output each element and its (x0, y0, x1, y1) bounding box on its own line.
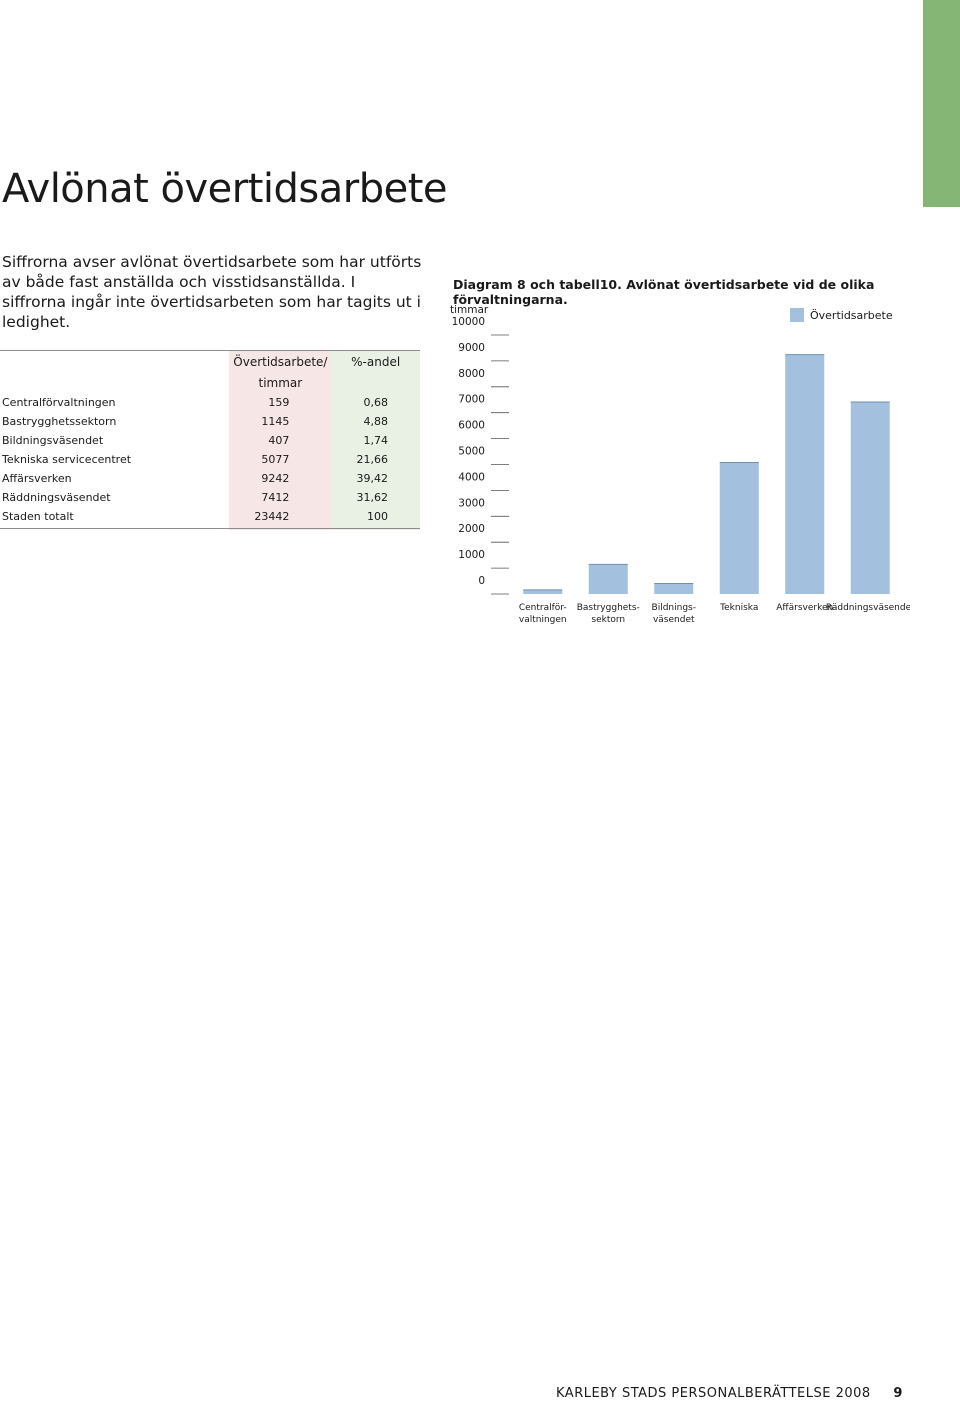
y-tick-label: 3000 (458, 497, 485, 509)
row-label: Staden totalt (2, 510, 74, 523)
row-label: Centralförvaltningen (2, 396, 116, 409)
row-hours: 407 (229, 431, 332, 450)
chart-bar (719, 462, 759, 594)
table-row: Affärsverken 9242 39,42 (0, 469, 420, 488)
row-hours: 5077 (229, 450, 332, 469)
row-percent: 0,68 (331, 393, 420, 412)
row-percent: 39,42 (331, 469, 420, 488)
x-category-label: Bastrygghets- (577, 603, 640, 613)
x-category-label: Affärsverken (776, 603, 833, 613)
table-total-row: Staden totalt 23442 100 (0, 507, 420, 530)
legend-label: Övertidsarbete (810, 309, 893, 322)
table-top-rule (0, 350, 420, 351)
chart-bar (850, 402, 890, 594)
legend-swatch (790, 308, 804, 322)
row-hours: 159 (229, 393, 332, 412)
y-axis-label: timmar (450, 304, 489, 316)
y-tick-label: 10000 (452, 316, 485, 328)
chart-bar (654, 583, 694, 594)
row-label: Bildningsväsendet (2, 434, 104, 447)
row-percent: 100 (331, 507, 420, 530)
header-hours-line2: timmar (229, 372, 332, 393)
row-label: Affärsverken (2, 472, 72, 485)
row-hours: 9242 (229, 469, 332, 488)
x-category-label: valtningen (519, 615, 567, 625)
y-tick-label: 8000 (458, 368, 485, 380)
table-row: Bildningsväsendet 407 1,74 (0, 431, 420, 450)
y-tick-label: 4000 (458, 471, 485, 483)
row-hours: 7412 (229, 488, 332, 507)
x-category-label: sektorn (591, 615, 625, 625)
table-row: Centralförvaltningen 159 0,68 (0, 393, 420, 412)
x-category-label: väsendet (653, 615, 695, 625)
row-percent: 21,66 (331, 450, 420, 469)
header-hours-line1: Övertidsarbete/ (229, 351, 332, 372)
section-tab (923, 0, 960, 207)
y-tick-label: 6000 (458, 420, 485, 432)
table-row: Räddningsväsendet 7412 31,62 (0, 488, 420, 507)
footer-text: KARLEBY STADS PERSONALBERÄTTELSE 2008 (556, 1386, 871, 1401)
page-title: Avlönat övertidsarbete (2, 166, 448, 212)
row-label: Tekniska servicecentret (2, 453, 132, 466)
y-tick-label: 9000 (458, 342, 485, 354)
y-tick-label: 7000 (458, 394, 485, 406)
row-label: Räddningsväsendet (2, 491, 111, 504)
overtime-table: Övertidsarbete/ %-andel timmar Centralfö… (0, 351, 420, 530)
row-hours: 23442 (229, 507, 332, 530)
row-percent: 1,74 (331, 431, 420, 450)
header-percent: %-andel (331, 351, 420, 372)
x-category-label: Tekniska (719, 603, 758, 613)
x-category-label: Bildnings- (652, 603, 696, 613)
x-category-label: Centralför- (519, 603, 567, 613)
y-tick-label: 1000 (458, 549, 485, 561)
y-tick-label: 5000 (458, 446, 485, 458)
chart-caption: Diagram 8 och tabell10. Avlönat övertids… (453, 277, 875, 307)
y-tick-label: 2000 (458, 523, 485, 535)
chart-bar (523, 589, 563, 594)
chart-bar (785, 354, 825, 594)
y-tick-label: 0 (478, 575, 485, 587)
row-hours: 1145 (229, 412, 332, 431)
page-number: 9 (893, 1386, 903, 1401)
intro-paragraph: Siffrorna avser avlönat övertidsarbete s… (2, 253, 422, 331)
row-percent: 31,62 (331, 488, 420, 507)
chart-bar (588, 564, 628, 594)
row-label: Bastrygghetssektorn (2, 415, 117, 428)
table-bottom-rule (0, 528, 420, 529)
x-category-label: Räddningsväsendet (826, 603, 910, 613)
table-row: Bastrygghetssektorn 1145 4,88 (0, 412, 420, 431)
overtime-bar-chart: timmar 0 1000 2000 3000 4000 5000 6000 7000 8000 9… (450, 304, 910, 625)
row-percent: 4,88 (331, 412, 420, 431)
table-row: Tekniska servicecentret 5077 21,66 (0, 450, 420, 469)
page-footer: KARLEBY STADS PERSONALBERÄTTELSE 2008 9 (556, 1386, 903, 1401)
